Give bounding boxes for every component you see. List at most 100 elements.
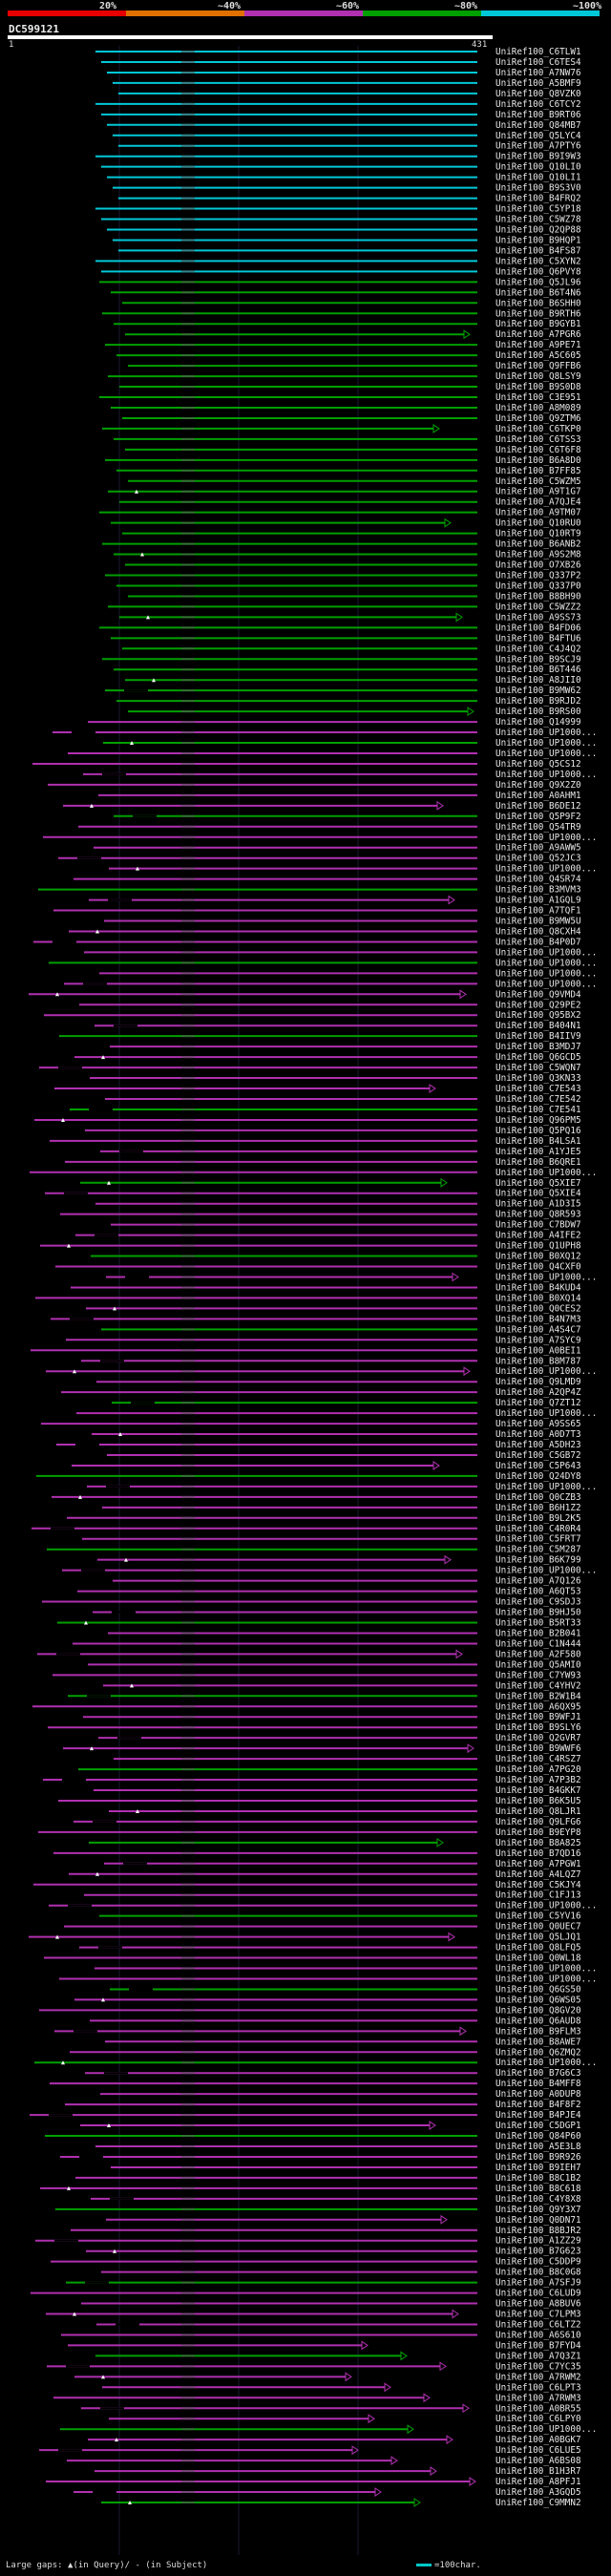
alignment-row[interactable]: UniRef100_Q337P2 [105, 571, 581, 581]
uniref-link[interactable]: UniRef100_Q4CXF0 [495, 1262, 581, 1273]
uniref-link[interactable]: UniRef100_UP1000... [495, 1168, 597, 1178]
uniref-link[interactable]: UniRef100_A9SS65 [495, 1419, 581, 1429]
alignment-row[interactable]: UniRef100_B2B041 [108, 1628, 581, 1638]
uniref-link[interactable]: UniRef100_B6K5U5 [495, 1796, 581, 1806]
alignment-row[interactable]: UniRef100_A0BR55 [81, 2403, 581, 2414]
uniref-link[interactable]: UniRef100_B9HQP1 [495, 235, 581, 245]
uniref-link[interactable]: UniRef100_B6ANB2 [495, 539, 581, 550]
alignment-row[interactable]: UniRef100_B6ANB2 [102, 539, 581, 550]
uniref-link[interactable]: UniRef100_Q9VMD4 [495, 989, 581, 1000]
alignment-row[interactable]: UniRef100_C1FJ13 [84, 1890, 581, 1901]
alignment-row[interactable]: UniRef100_C7E543 [54, 1084, 581, 1094]
uniref-link[interactable]: UniRef100_B8C618 [495, 2184, 581, 2194]
alignment-row[interactable]: UniRef100_Q4SR74 [74, 875, 581, 885]
alignment-row[interactable]: UniRef100_A1GQL9 [89, 896, 581, 906]
uniref-link[interactable]: UniRef100_B4FS87 [495, 245, 581, 256]
uniref-link[interactable]: UniRef100_C7YW93 [495, 1670, 581, 1680]
uniref-link[interactable]: UniRef100_A0DUP8 [495, 2089, 581, 2100]
uniref-link[interactable]: UniRef100_A7PG20 [495, 1764, 581, 1775]
alignment-row[interactable]: UniRef100_B2W1B4 [68, 1691, 581, 1701]
alignment-row[interactable]: UniRef100_Q10LI1 [107, 173, 581, 183]
alignment-row[interactable]: UniRef100_B8BJR2 [71, 2226, 581, 2236]
alignment-row[interactable]: UniRef100_B7QD16 [53, 1848, 581, 1859]
alignment-row[interactable]: UniRef100_C7E542 [105, 1094, 581, 1105]
uniref-link[interactable]: UniRef100_B7G623 [495, 2247, 581, 2257]
uniref-link[interactable]: UniRef100_B9HJ50 [495, 1608, 581, 1618]
uniref-link[interactable]: UniRef100_A1ZZ29 [495, 2236, 581, 2247]
uniref-link[interactable]: UniRef100_B4MFF8 [495, 2079, 581, 2089]
alignment-row[interactable]: UniRef100_A7TQF1 [53, 906, 581, 917]
alignment-row[interactable]: UniRef100_C5DDP9 [51, 2257, 581, 2268]
alignment-row[interactable]: UniRef100_B9HJ50 [93, 1608, 581, 1618]
alignment-row[interactable]: UniRef100_Q24DY8 [36, 1471, 581, 1482]
alignment-row[interactable]: UniRef100_UP1000... [62, 1566, 597, 1576]
uniref-link[interactable]: UniRef100_A8M089 [495, 403, 581, 413]
alignment-row[interactable]: UniRef100_UP1000... [60, 2424, 597, 2435]
uniref-link[interactable]: UniRef100_A1D3I5 [495, 1199, 581, 1210]
uniref-link[interactable]: UniRef100_C5FRT7 [495, 1534, 581, 1545]
uniref-link[interactable]: UniRef100_UP1000... [495, 1566, 597, 1576]
uniref-link[interactable]: UniRef100_A0AHM1 [495, 791, 581, 801]
uniref-link[interactable]: UniRef100_A7PTY6 [495, 141, 581, 152]
alignment-row[interactable]: UniRef100_C4RSZ7 [114, 1754, 581, 1764]
uniref-link[interactable]: UniRef100_UP1000... [495, 864, 597, 875]
uniref-link[interactable]: UniRef100_B3MDJ7 [495, 1042, 581, 1052]
uniref-link[interactable]: UniRef100_C3E951 [495, 392, 581, 403]
alignment-row[interactable]: UniRef100_Q5CS12 [32, 759, 581, 770]
uniref-link[interactable]: UniRef100_B9MW5U [495, 917, 581, 927]
uniref-link[interactable]: UniRef100_Q8GV20 [495, 2005, 581, 2016]
alignment-row[interactable]: UniRef100_B1H3R7 [95, 2466, 581, 2477]
alignment-row[interactable]: UniRef100_B4FS87 [118, 245, 581, 256]
alignment-row[interactable]: UniRef100_C4J4Q2 [122, 644, 581, 654]
uniref-link[interactable]: UniRef100_B404N1 [495, 1021, 581, 1031]
uniref-link[interactable]: UniRef100_A5BMF9 [495, 78, 581, 89]
alignment-row[interactable]: UniRef100_Q95BX2 [44, 1010, 581, 1021]
alignment-row[interactable]: UniRef100_Q0CES2 [86, 1303, 581, 1314]
uniref-link[interactable]: UniRef100_Q6ZMQ2 [495, 2047, 581, 2058]
alignment-row[interactable]: UniRef100_C5WQN7 [39, 1063, 581, 1073]
uniref-link[interactable]: UniRef100_C5YP18 [495, 204, 581, 215]
alignment-row[interactable]: UniRef100_A1D3I5 [95, 1199, 581, 1210]
uniref-link[interactable]: UniRef100_B4IIV9 [495, 1031, 581, 1042]
uniref-link[interactable]: UniRef100_A1YJE5 [495, 1147, 581, 1157]
alignment-row[interactable]: UniRef100_Q9ZTM6 [122, 413, 581, 424]
alignment-row[interactable]: UniRef100_UP1000... [64, 979, 597, 989]
uniref-link[interactable]: UniRef100_A9PE71 [495, 340, 581, 350]
alignment-row[interactable]: UniRef100_Q8CXH4 [69, 926, 581, 937]
alignment-row[interactable]: UniRef100_B9L2K5 [67, 1513, 581, 1524]
alignment-row[interactable]: UniRef100_Q5PQ16 [85, 1126, 581, 1136]
alignment-row[interactable]: UniRef100_C5P643 [72, 1461, 581, 1471]
uniref-link[interactable]: UniRef100_C5WZ78 [495, 215, 581, 225]
alignment-row[interactable]: UniRef100_C6LUD9 [31, 2289, 581, 2299]
uniref-link[interactable]: UniRef100_C7E543 [495, 1084, 581, 1094]
alignment-row[interactable]: UniRef100_A6S610 [61, 2330, 581, 2340]
uniref-link[interactable]: UniRef100_Q95BX2 [495, 1010, 581, 1021]
alignment-row[interactable]: UniRef100_A7QJE4 [119, 497, 581, 508]
alignment-row[interactable]: UniRef100_B3MDJ7 [110, 1042, 581, 1052]
uniref-link[interactable]: UniRef100_B0XQ14 [495, 1293, 581, 1303]
alignment-row[interactable]: UniRef100_B0XQ12 [91, 1252, 581, 1262]
alignment-row[interactable]: UniRef100_B7G6C3 [85, 2068, 581, 2079]
uniref-link[interactable]: UniRef100_Q8LFQ5 [495, 1943, 581, 1953]
alignment-row[interactable]: UniRef100_C6TSS3 [114, 434, 581, 445]
uniref-link[interactable]: UniRef100_A9SS73 [495, 612, 581, 623]
alignment-row[interactable]: UniRef100_A5DH23 [56, 1440, 581, 1450]
uniref-link[interactable]: UniRef100_UP1000... [495, 1974, 597, 1984]
alignment-row[interactable]: UniRef100_B6QRE1 [65, 1157, 581, 1168]
alignment-row[interactable]: UniRef100_A7NW76 [107, 68, 581, 78]
alignment-row[interactable]: UniRef100_C5WZM5 [128, 476, 581, 487]
alignment-row[interactable]: UniRef100_UP1000... [43, 833, 597, 843]
uniref-link[interactable]: UniRef100_B9RS00 [495, 707, 581, 717]
alignment-row[interactable]: UniRef100_A7PGR6 [125, 329, 581, 340]
uniref-link[interactable]: UniRef100_UP1000... [495, 2058, 597, 2068]
alignment-row[interactable]: UniRef100_B3MVM3 [38, 885, 581, 896]
uniref-link[interactable]: UniRef100_C4YHV2 [495, 1680, 581, 1691]
alignment-row[interactable]: UniRef100_UP1000... [49, 1901, 597, 1911]
alignment-row[interactable]: UniRef100_Q9LMD9 [96, 1377, 581, 1387]
alignment-row[interactable]: UniRef100_A2F580 [37, 1649, 581, 1659]
alignment-row[interactable]: UniRef100_Q5LYC4 [113, 131, 581, 141]
uniref-link[interactable]: UniRef100_B9FLM3 [495, 2026, 581, 2037]
uniref-link[interactable]: UniRef100_C5YV16 [495, 1911, 581, 1922]
uniref-link[interactable]: UniRef100_B5RT33 [495, 1618, 581, 1629]
alignment-row[interactable]: UniRef100_Q5LJQ1 [29, 1932, 581, 1943]
